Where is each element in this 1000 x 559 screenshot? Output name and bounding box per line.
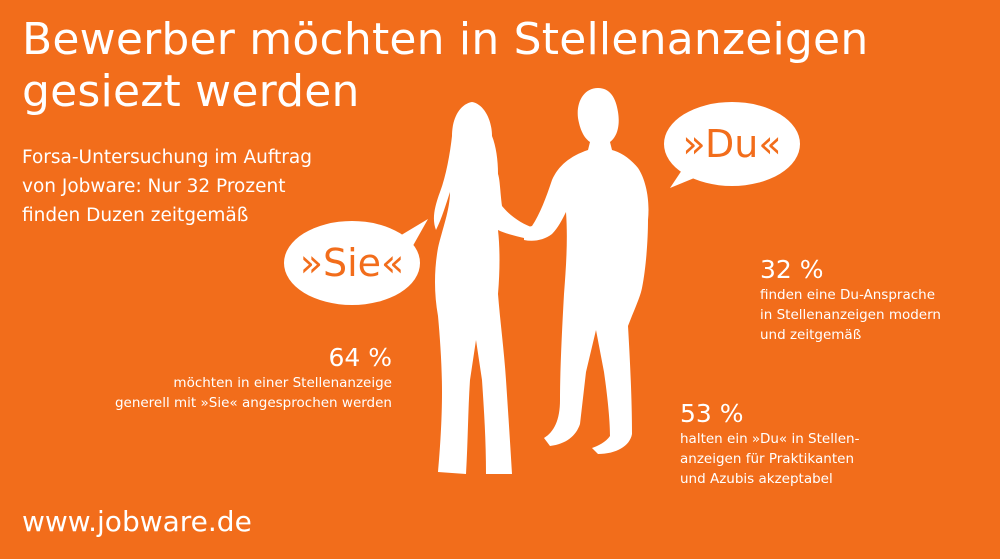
subheadline-line-2: von Jobware: Nur 32 Prozent [22,176,286,197]
headline: Bewerber möchten in Stellenanzeigen gesi… [22,14,868,118]
stat-du-modern-line-1: finden eine Du-Ansprache [760,287,936,303]
subheadline-line-3: finden Duzen zeitgemäß [22,205,249,226]
speech-bubble-du: »Du« [652,100,802,196]
speech-bubble-sie-text: »Sie« [299,241,405,285]
stat-du-modern-percent: 32 % [760,255,824,284]
stat-sie-64: 64 % möchten in einer Stellenanzeige gen… [115,343,392,413]
headline-line-1: Bewerber möchten in Stellenanzeigen [22,14,869,65]
handshake-silhouette-icon [433,88,649,474]
speech-bubble-sie-icon [284,219,428,305]
footer-url: www.jobware.de [22,505,252,538]
stat-du-modern-line-2: in Stellenanzeigen modern [760,307,941,323]
speech-bubble-du-icon [664,102,800,188]
subheadline: Forsa-Untersuchung im Auftrag von Jobwar… [22,143,312,230]
stat-sie-line-1: möchten in einer Stellenanzeige [173,375,392,391]
stat-sie-line-2: generell mit »Sie« angesprochen werden [114,395,392,411]
stat-sie-description: möchten in einer Stellenanzeige generell… [115,373,392,413]
stat-du-interns-line-2: anzeigen für Praktikanten [680,451,854,467]
man-silhouette [524,88,649,454]
speech-bubble-du-text: »Du« [682,122,782,166]
stat-sie-percent: 64 % [328,343,392,372]
stat-du-interns-line-1: halten ein »Du« in Stellen- [680,431,860,447]
stat-du-interns-53: 53 % halten ein »Du« in Stellen- anzeige… [680,399,859,489]
speech-bubble-sie: »Sie« [282,215,432,311]
stat-du-interns-line-3: und Azubis akzeptabel [680,471,833,487]
headline-line-2: gesiezt werden [22,66,360,117]
stat-du-interns-percent: 53 % [680,399,744,428]
stat-du-modern-line-3: und zeitgemäß [760,327,862,343]
stat-du-interns-description: halten ein »Du« in Stellen- anzeigen für… [680,429,859,489]
subheadline-line-1: Forsa-Untersuchung im Auftrag [22,147,312,168]
stat-du-modern-32: 32 % finden eine Du-Ansprache in Stellen… [760,255,941,345]
stat-du-modern-description: finden eine Du-Ansprache in Stellenanzei… [760,285,941,345]
woman-silhouette [433,102,536,474]
